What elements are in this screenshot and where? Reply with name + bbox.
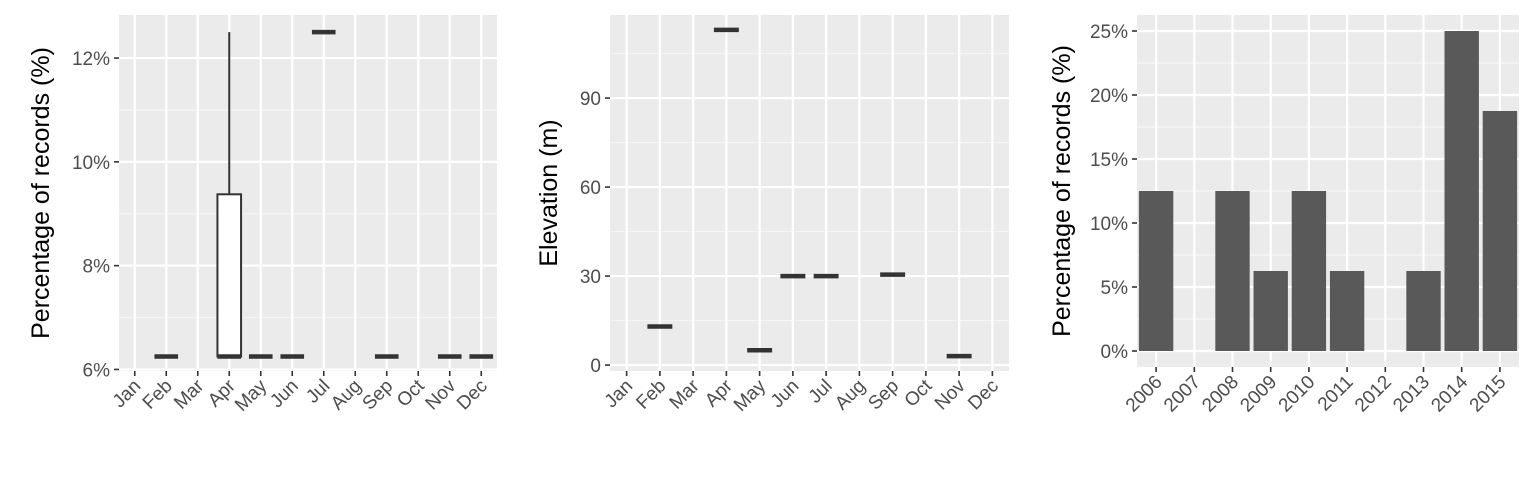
x-tick-label: Aug	[831, 376, 870, 415]
x-tick-label: Mar	[170, 375, 208, 413]
x-tick-label: Oct	[393, 375, 429, 411]
y-tick-label: 15%	[1090, 150, 1128, 171]
x-tick-label: Jun	[266, 376, 303, 413]
box	[216, 193, 243, 358]
x-tick-label: 2015	[1466, 372, 1511, 417]
x-tick-label: Sep	[864, 376, 903, 415]
bar-2008	[1215, 191, 1250, 351]
x-tick-label: Feb	[139, 376, 177, 414]
x-tick-label: 2014	[1427, 371, 1472, 416]
bar-2010	[1291, 191, 1327, 351]
x-tick-label: May	[730, 375, 771, 416]
x-tick-label: Nov	[931, 375, 970, 414]
bar-2015	[1482, 111, 1518, 351]
y-tick-label: 90	[580, 89, 601, 110]
y-tick-label: 8%	[83, 257, 111, 278]
x-tick-label: Jan	[601, 376, 638, 413]
x-tick-label: Jan	[109, 376, 146, 413]
y-tick-label: 10%	[1090, 214, 1128, 235]
x-tick-label: Aug	[327, 376, 366, 415]
x-tick-label: Apr	[701, 375, 737, 411]
plot-background	[119, 15, 497, 371]
x-tick-label: 2008	[1198, 372, 1243, 417]
y-tick-label: 30	[580, 267, 601, 288]
chart-panel-3: 0% 5% 10% 15% 20% 25% 200620072008200920102011…	[1048, 15, 1519, 416]
x-tick-label: 2009	[1236, 372, 1281, 417]
x-tick-label: 2012	[1351, 372, 1396, 417]
x-tick-label: Jul	[805, 376, 837, 408]
y-tick-label: 12%	[72, 49, 110, 70]
y-axis-title: Percentage of records (%)	[27, 47, 55, 339]
x-tick-label: Dec	[964, 376, 1003, 415]
y-tick-label: 5%	[1101, 278, 1129, 299]
x-tick-label: 2011	[1314, 372, 1358, 416]
boxplot-apr	[216, 32, 243, 359]
y-axis-title: Elevation (m)	[535, 119, 563, 266]
bar-2011	[1329, 271, 1365, 351]
y-tick-label: 10%	[72, 153, 110, 174]
y-tick-label: 0	[590, 356, 601, 377]
x-tick-label: May	[231, 375, 272, 416]
y-tick-label: 20%	[1090, 86, 1128, 107]
y-tick-label: 25%	[1090, 22, 1128, 43]
bar-2006	[1138, 191, 1174, 351]
x-tick-label: Mar	[666, 375, 704, 413]
x-tick-label: 2010	[1275, 372, 1320, 417]
plot-background	[610, 15, 1009, 371]
x-tick-label: Oct	[901, 375, 937, 411]
x-tick-label: Feb	[632, 376, 670, 414]
y-tick-label: 6%	[83, 360, 111, 381]
x-tick-label: 2013	[1389, 372, 1434, 417]
x-tick-label: Nov	[422, 375, 461, 414]
x-tick-label: 2006	[1122, 372, 1167, 417]
x-tick-label: Jun	[767, 376, 804, 413]
y-axis-title: Percentage of records (%)	[1048, 45, 1076, 337]
y-tick-label: 60	[580, 178, 601, 199]
bar-2014	[1444, 31, 1479, 351]
x-tick-label: Dec	[453, 376, 492, 415]
x-tick-label: 2007	[1160, 372, 1205, 417]
y-tick-label: 0%	[1101, 342, 1129, 363]
x-tick-label: Sep	[359, 376, 398, 415]
bar-2009	[1253, 271, 1288, 351]
bar-2013	[1406, 271, 1441, 351]
